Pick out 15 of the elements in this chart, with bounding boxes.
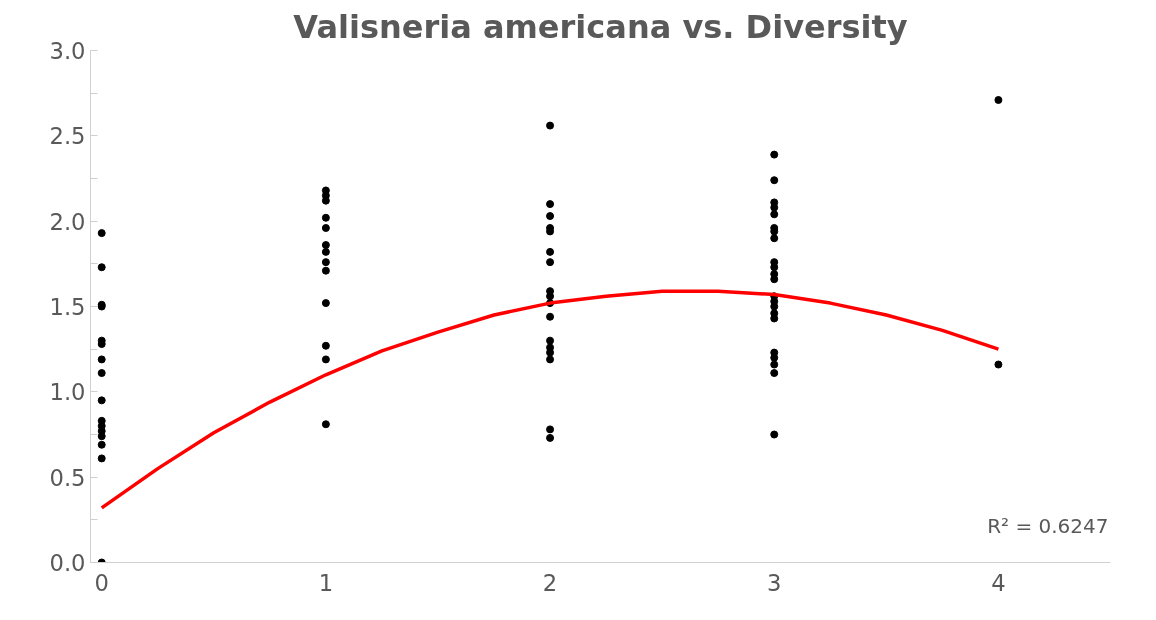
annotation: R² = 0.6247 (987, 513, 1109, 538)
x-tick-label: 0 (94, 569, 109, 596)
y-tick-label: 1.5 (49, 294, 86, 320)
y-tick-label: 0.5 (49, 464, 86, 491)
x-tick-label: 2 (542, 569, 558, 596)
y-tick-label: 2.0 (49, 208, 86, 235)
x-tick-label: 1 (318, 569, 334, 596)
y-tick-label: 2.5 (49, 123, 86, 150)
y-tick-label: 0.0 (49, 550, 86, 576)
x-tick-label: 3 (767, 569, 782, 596)
line-series (99, 289, 1001, 510)
chart-title: Valisneria americana vs. Diversity (293, 7, 908, 46)
y-tick-label: 3.0 (49, 38, 86, 64)
x-tick-label: 4 (991, 569, 1006, 596)
y-tick-label: 1.0 (49, 379, 86, 406)
